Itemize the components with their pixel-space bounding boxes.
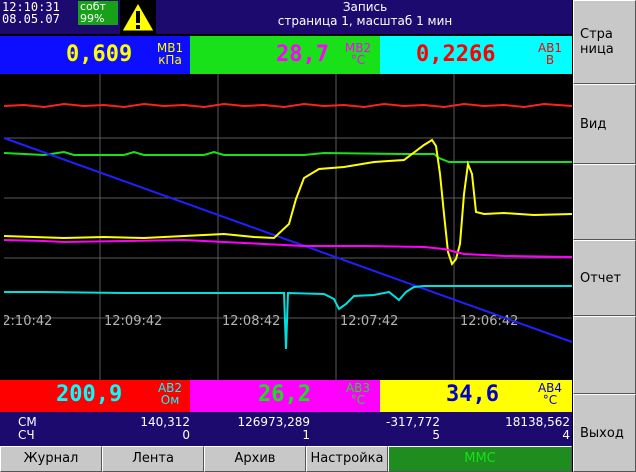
counter-2: 126973,289 1 <box>237 415 310 442</box>
channel-av1[interactable]: 0,2266 АВ1 В <box>380 36 572 74</box>
channel-value: 34,6 <box>446 382 499 407</box>
time: 12:10:31 <box>2 0 60 14</box>
channel-value: 200,9 <box>56 382 123 407</box>
counter-row-labels: СМ СЧ <box>18 415 37 442</box>
time-label: 12:10:42 <box>4 314 52 329</box>
channel-tag: МВ1 кПа <box>156 41 184 67</box>
tab-tape[interactable]: Лента <box>102 446 204 472</box>
exit-button[interactable]: Выход <box>573 394 636 472</box>
battery-level: 99% <box>80 12 105 25</box>
counter-3: -317,772 5 <box>386 415 440 442</box>
record-title: Запись страница 1, масштаб 1 мин <box>160 0 570 28</box>
chart-grid <box>4 74 572 380</box>
counter-4: 18138,562 4 <box>505 415 570 442</box>
tab-mmc[interactable]: MMC <box>388 446 572 472</box>
clock: 12:10:31 08.05.07 <box>2 1 60 25</box>
time-label: 12:08:42 <box>222 314 280 329</box>
tab-archive[interactable]: Архив <box>204 446 306 472</box>
empty-side-button-1[interactable] <box>573 164 636 240</box>
channel-mv1[interactable]: 0,609 МВ1 кПа <box>0 36 190 74</box>
trend-magenta <box>3 238 573 258</box>
trend-cyan <box>4 285 572 350</box>
channel-tag: АВ1 В <box>537 41 563 67</box>
counters-panel: СМ СЧ 140,312 0 126973,289 1 -317,772 5 1813… <box>0 412 572 446</box>
page-button[interactable]: Стра ница <box>573 0 636 84</box>
time-label: 12:06:42 <box>460 314 518 329</box>
channel-tag: АВ2 Ом <box>157 381 183 407</box>
channel-value: 26,2 <box>258 382 311 407</box>
time-label: 12:07:42 <box>340 314 398 329</box>
channel-value: 28,7 <box>276 42 329 67</box>
trend-blue <box>3 137 573 343</box>
report-button[interactable]: Отчет <box>573 240 636 316</box>
trend-red <box>3 102 573 109</box>
warning-icon[interactable] <box>120 0 156 34</box>
tab-journal[interactable]: Журнал <box>0 446 102 472</box>
channel-value: 0,2266 <box>416 42 496 67</box>
channel-av4[interactable]: 34,6 АВ4 °С <box>380 380 572 418</box>
time-axis-labels: 12:10:42 12:09:42 12:08:42 12:07:42 12:06:42 <box>0 314 518 329</box>
record-title-text: Запись <box>342 0 388 14</box>
channel-tag: МВ2 °С <box>344 41 372 67</box>
trend-green <box>3 150 572 163</box>
date: 08.05.07 <box>2 12 60 26</box>
trend-chart[interactable]: 12:10:42 12:09:42 12:08:42 12:07:42 12:06:42 <box>0 74 573 380</box>
channel-av3[interactable]: 26,2 АВ3 °С <box>190 380 380 418</box>
channel-tag: АВ3 °С <box>345 381 371 407</box>
channel-tag: АВ4 °С <box>537 381 563 407</box>
tab-settings[interactable]: Настройка <box>306 446 388 472</box>
trend-yellow <box>3 138 573 267</box>
event-indicator: собт 99% <box>78 1 118 25</box>
channel-av2[interactable]: 200,9 АВ2 Ом <box>0 380 190 418</box>
record-subtitle: страница 1, масштаб 1 мин <box>277 14 453 28</box>
channel-mv2[interactable]: 28,7 МВ2 °С <box>190 36 380 74</box>
counter-1: 140,312 0 <box>140 415 190 442</box>
time-label: 12:09:42 <box>104 314 162 329</box>
event-label: собт <box>80 0 106 13</box>
empty-side-button-2[interactable] <box>573 316 636 394</box>
view-button[interactable]: Вид <box>573 84 636 164</box>
channel-value: 0,609 <box>66 42 133 67</box>
